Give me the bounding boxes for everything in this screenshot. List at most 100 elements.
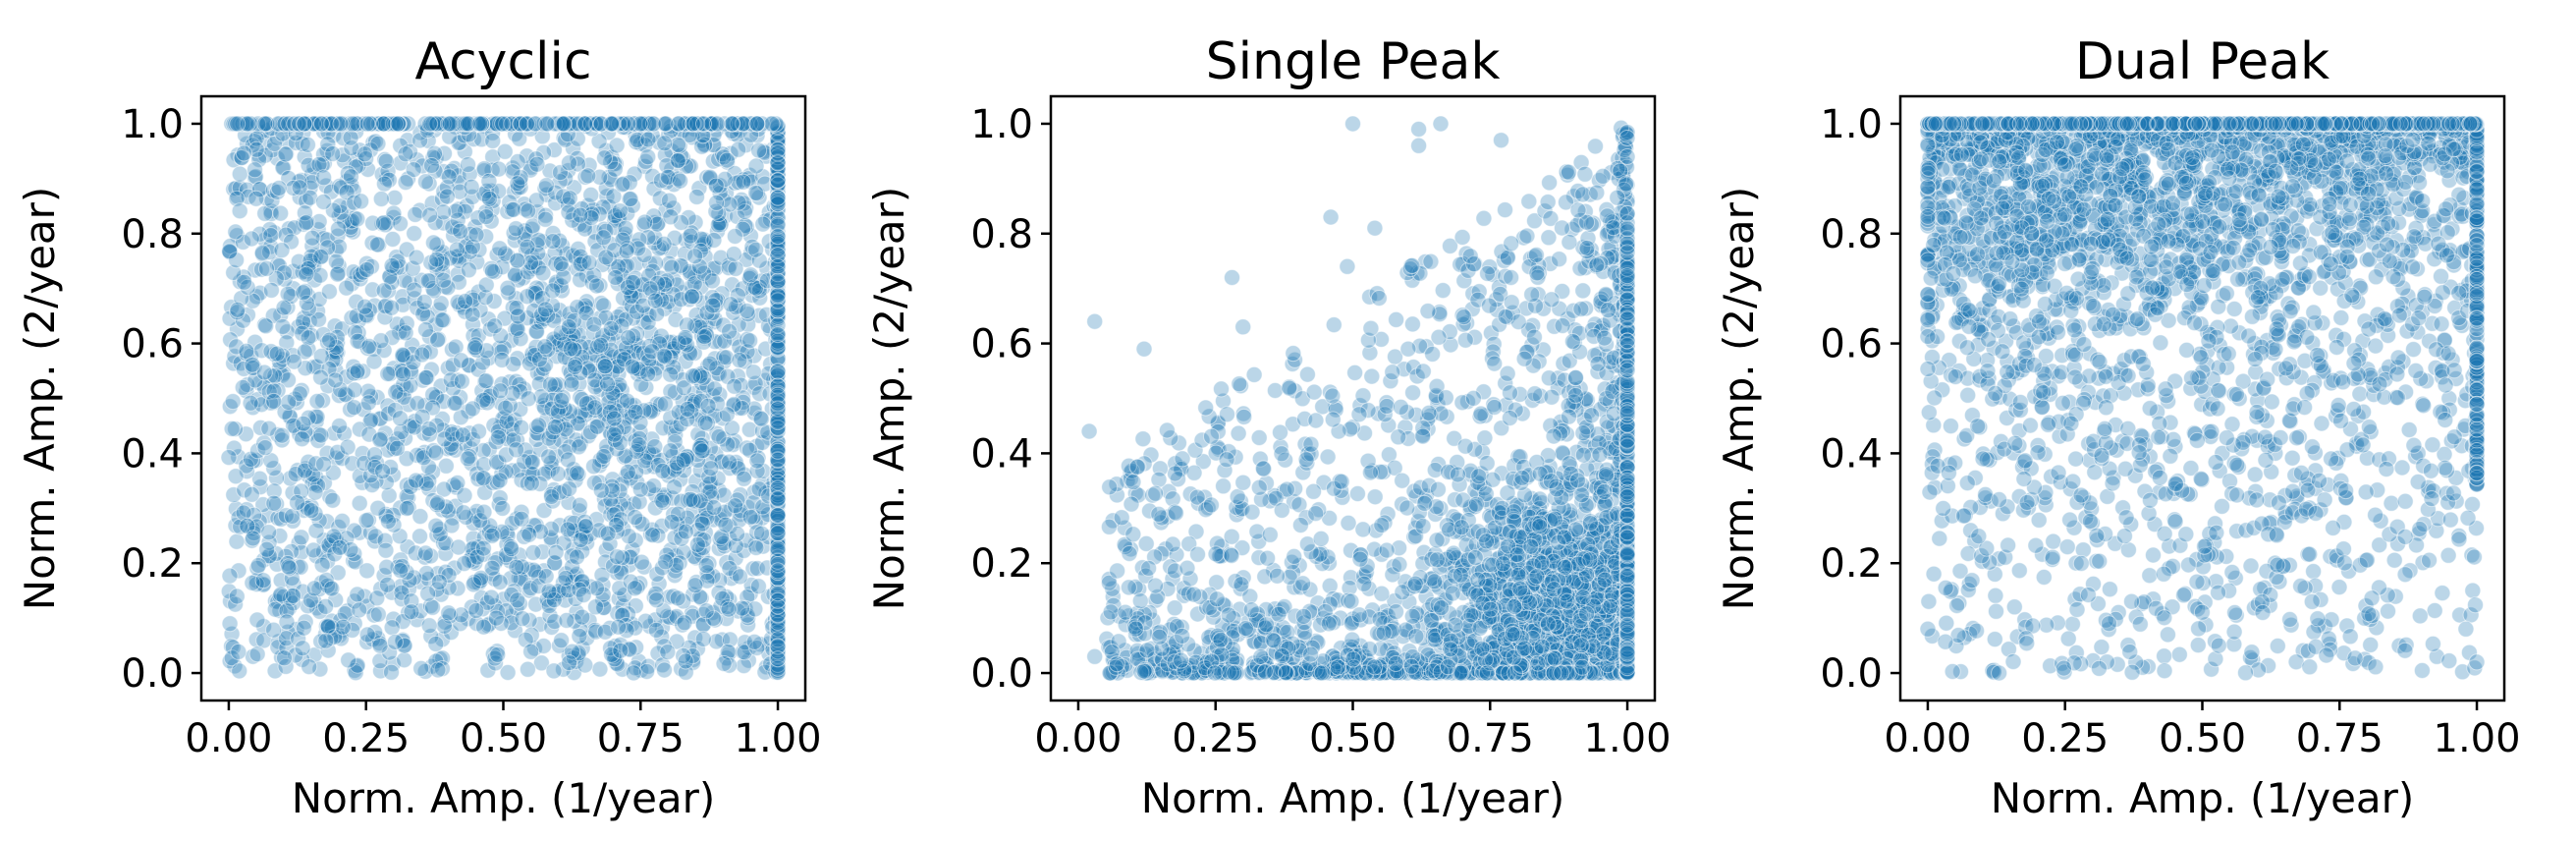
scatter-point bbox=[294, 430, 311, 448]
scatter-point bbox=[300, 329, 317, 347]
scatter-point bbox=[725, 246, 742, 263]
scatter-point bbox=[1518, 227, 1536, 245]
scatter-point bbox=[625, 664, 642, 682]
scatter-point bbox=[1414, 518, 1432, 535]
scatter-point bbox=[660, 192, 678, 209]
scatter-point bbox=[610, 618, 628, 636]
panel-title: Single Peak bbox=[1206, 32, 1501, 91]
scatter-point bbox=[1587, 138, 1604, 155]
scatter-point bbox=[769, 189, 787, 206]
scatter-point bbox=[514, 610, 531, 628]
scatter-point bbox=[1291, 517, 1309, 533]
scatter-point bbox=[726, 228, 743, 245]
scatter-point bbox=[1541, 174, 1559, 192]
scatter-point bbox=[656, 135, 674, 152]
scatter-point bbox=[228, 588, 246, 605]
scatter-point bbox=[686, 248, 704, 265]
scatter-point bbox=[407, 205, 424, 223]
scatter-point bbox=[273, 242, 291, 259]
scatter-point bbox=[299, 136, 316, 153]
scatter-point bbox=[572, 206, 589, 224]
scatter-point bbox=[1215, 477, 1233, 495]
scatter-point bbox=[312, 248, 330, 265]
scatter-point bbox=[591, 660, 609, 678]
scatter-point bbox=[423, 157, 440, 174]
scatter-point bbox=[229, 301, 247, 318]
scatter-point bbox=[596, 358, 614, 375]
scatter-point bbox=[625, 274, 642, 291]
scatter-point bbox=[1362, 319, 1380, 337]
scatter-point bbox=[491, 382, 509, 400]
scatter-point bbox=[1434, 282, 1452, 300]
scatter-point bbox=[274, 318, 292, 335]
y-tick-label: 1.0 bbox=[121, 102, 184, 147]
scatter-point bbox=[708, 194, 726, 211]
scatter-point bbox=[596, 149, 613, 167]
scatter-point bbox=[397, 174, 414, 192]
scatter-point bbox=[224, 393, 242, 411]
scatter-point bbox=[295, 619, 312, 637]
scatter-point bbox=[280, 558, 298, 576]
scatter-point bbox=[491, 240, 509, 257]
scatter-point bbox=[230, 643, 247, 660]
scatter-point bbox=[342, 129, 359, 146]
scatter-point bbox=[231, 165, 248, 183]
scatter-point bbox=[311, 266, 329, 284]
scatter-point bbox=[493, 351, 511, 368]
scatter-point bbox=[503, 540, 521, 558]
scatter-point bbox=[597, 249, 615, 266]
scatter-point bbox=[1525, 328, 1543, 346]
scatter-point bbox=[443, 517, 461, 534]
scatter-point bbox=[1266, 382, 1284, 399]
scatter-point bbox=[408, 472, 424, 489]
scatter-point bbox=[312, 115, 330, 133]
scatter-point bbox=[1305, 383, 1323, 401]
scatter-point bbox=[662, 208, 680, 226]
scatter-point bbox=[460, 156, 476, 174]
scatter-point bbox=[242, 394, 259, 412]
scatter-point bbox=[298, 265, 315, 283]
scatter-point bbox=[256, 115, 274, 133]
scatter-point bbox=[306, 483, 324, 501]
scatter-point bbox=[296, 115, 313, 133]
scatter-point bbox=[428, 251, 446, 268]
scatter-point bbox=[475, 503, 493, 521]
scatter-point bbox=[1343, 592, 1360, 610]
scatter-point bbox=[715, 655, 733, 672]
scatter-point bbox=[1475, 209, 1493, 227]
scatter-point bbox=[524, 544, 542, 561]
scatter-point bbox=[561, 479, 578, 497]
scatter-point bbox=[697, 602, 715, 620]
scatter-point bbox=[536, 210, 554, 228]
scatter-point bbox=[1120, 579, 1137, 596]
scatter-point bbox=[519, 288, 536, 306]
scatter-point bbox=[474, 470, 492, 487]
scatter-point bbox=[682, 490, 699, 508]
scatter-point bbox=[268, 345, 286, 363]
scatter-point bbox=[619, 463, 636, 480]
scatter-point bbox=[508, 558, 525, 576]
scatter-point bbox=[632, 553, 650, 571]
scatter-point bbox=[568, 548, 585, 566]
scatter-point bbox=[289, 494, 306, 511]
scatter-point bbox=[547, 543, 565, 561]
y-tick-label: 0.4 bbox=[121, 431, 184, 477]
scatter-point bbox=[446, 394, 464, 412]
scatter-point bbox=[331, 418, 348, 434]
scatter-point bbox=[310, 213, 328, 230]
scatter-point bbox=[676, 614, 693, 632]
scatter-point bbox=[769, 326, 787, 344]
scatter-point bbox=[656, 661, 673, 679]
scatter-point bbox=[769, 172, 787, 190]
scatter-point bbox=[262, 227, 280, 245]
scatter-point bbox=[383, 299, 401, 316]
scatter-point bbox=[231, 202, 248, 220]
scatter-point bbox=[420, 420, 438, 437]
scatter-point bbox=[735, 173, 752, 191]
scatter-point bbox=[315, 169, 333, 187]
scatter-point bbox=[1298, 365, 1316, 383]
scatter-point bbox=[544, 233, 562, 251]
y-tick-label: 0.6 bbox=[121, 322, 184, 367]
scatter-point bbox=[221, 567, 239, 585]
scatter-point bbox=[769, 585, 787, 602]
